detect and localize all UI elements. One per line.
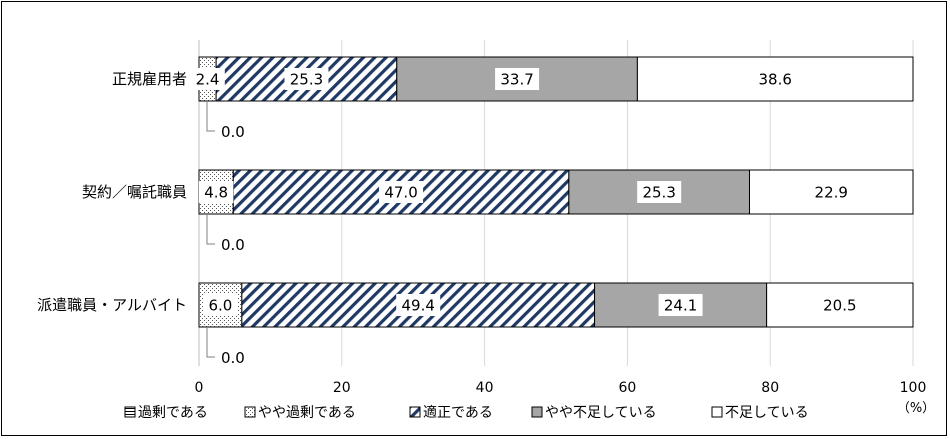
leader-line — [206, 327, 215, 358]
data-label: 20.5 — [823, 297, 856, 315]
data-label-box — [198, 181, 234, 203]
data-label-box — [817, 294, 862, 316]
x-tick-label-40: 40 — [476, 380, 494, 396]
legend-swatch-4 — [531, 406, 543, 418]
legend-label-3: 適正である — [423, 404, 493, 421]
data-label-box — [658, 294, 703, 316]
data-label-box — [284, 68, 329, 90]
leader-line — [206, 101, 215, 132]
data-label-box — [203, 294, 238, 316]
legend-swatch-1 — [124, 406, 136, 418]
data-label-box — [379, 181, 424, 203]
data-label: 0.0 — [221, 349, 245, 367]
data-label-box — [495, 68, 540, 90]
data-label: 38.6 — [758, 71, 791, 89]
data-label: 24.1 — [664, 297, 697, 315]
data-label-box — [637, 181, 682, 203]
data-label: 25.3 — [642, 184, 675, 202]
legend-label-4: やや不足している — [545, 405, 657, 421]
x-tick-label-100: 100 — [900, 380, 927, 396]
bar-segments — [198, 56, 914, 328]
data-label: 0.0 — [221, 123, 245, 141]
data-label: 25.3 — [290, 71, 323, 89]
data-label: 6.0 — [208, 297, 232, 315]
leader-line — [206, 214, 215, 245]
data-labels: 0.0 2.4 25.3 33.7 38.6 0.0 4.8 47.0 25.3 22.9 0.0 6… — [190, 68, 862, 367]
data-label: 33.7 — [500, 71, 533, 89]
data-label-box — [809, 181, 854, 203]
legend-label-2: やや過剰である — [258, 405, 356, 421]
data-label: 4.8 — [204, 184, 228, 202]
legend: 過剰である やや過剰である 適正である やや不足している 不足している — [124, 404, 809, 421]
legend-swatch-5 — [711, 406, 723, 418]
category-label: 正規雇用者 — [112, 70, 187, 88]
x-unit-label: （%） — [897, 401, 935, 416]
data-label-box — [190, 68, 225, 90]
x-tick-label-60: 60 — [618, 380, 636, 396]
data-label: 47.0 — [384, 184, 417, 202]
data-label: 22.9 — [815, 184, 848, 202]
legend-label-1: 過剰である — [138, 405, 208, 421]
data-label: 49.4 — [401, 297, 434, 315]
legend-label-5: 不足している — [725, 405, 809, 421]
data-label-box — [396, 294, 441, 316]
x-tick-label-80: 80 — [761, 380, 779, 396]
x-tick-labels: 0 20 40 60 80 100 — [195, 380, 927, 396]
category-label: 派遣職員・アルバイト — [37, 296, 187, 314]
category-label: 契約／嘱託職員 — [82, 183, 187, 201]
x-tick-label-0: 0 — [195, 380, 204, 396]
legend-swatch-3 — [409, 406, 421, 418]
data-label-box — [753, 68, 798, 90]
legend-swatch-2 — [244, 406, 256, 418]
data-label: 2.4 — [196, 71, 220, 89]
data-label: 0.0 — [221, 236, 245, 254]
x-tick-label-20: 20 — [333, 380, 351, 396]
